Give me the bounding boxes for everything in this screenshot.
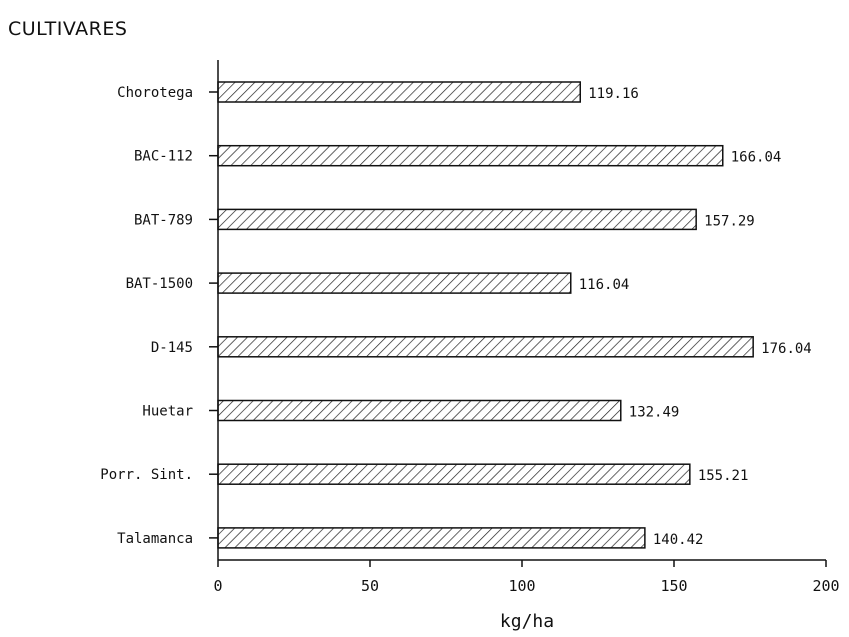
category-label: Huetar xyxy=(142,404,193,420)
value-label: 140.42 xyxy=(653,532,704,548)
bar xyxy=(217,399,622,422)
category-label: Talamanca xyxy=(117,531,193,547)
x-tick-label: 200 xyxy=(812,577,839,595)
category-label: BAT-789 xyxy=(134,212,193,228)
chart-title: CULTIVARES xyxy=(8,18,128,40)
category-label: BAT-1500 xyxy=(126,276,193,292)
bar xyxy=(217,81,581,103)
value-label: 155.21 xyxy=(698,468,749,484)
category-label: Porr. Sint. xyxy=(100,467,193,483)
category-label: D-145 xyxy=(151,340,193,356)
x-tick-label: 0 xyxy=(213,577,222,595)
x-tick-label: 50 xyxy=(361,577,379,595)
bar xyxy=(217,144,724,167)
bar xyxy=(217,336,754,358)
bar xyxy=(217,208,697,231)
bar xyxy=(217,272,572,294)
value-label: 166.04 xyxy=(731,150,782,166)
value-label: 176.04 xyxy=(761,341,812,357)
category-label: Chorotega xyxy=(117,85,193,101)
value-label: 116.04 xyxy=(579,277,630,293)
x-axis-title: kg/ha xyxy=(500,611,554,632)
value-label: 119.16 xyxy=(588,86,639,102)
value-label: 157.29 xyxy=(704,213,755,229)
value-label: 132.49 xyxy=(629,405,680,421)
x-tick-label: 150 xyxy=(660,577,687,595)
category-label: BAC-112 xyxy=(134,149,193,165)
x-tick-label: 100 xyxy=(508,577,535,595)
bar xyxy=(217,463,691,485)
bar xyxy=(217,527,646,549)
